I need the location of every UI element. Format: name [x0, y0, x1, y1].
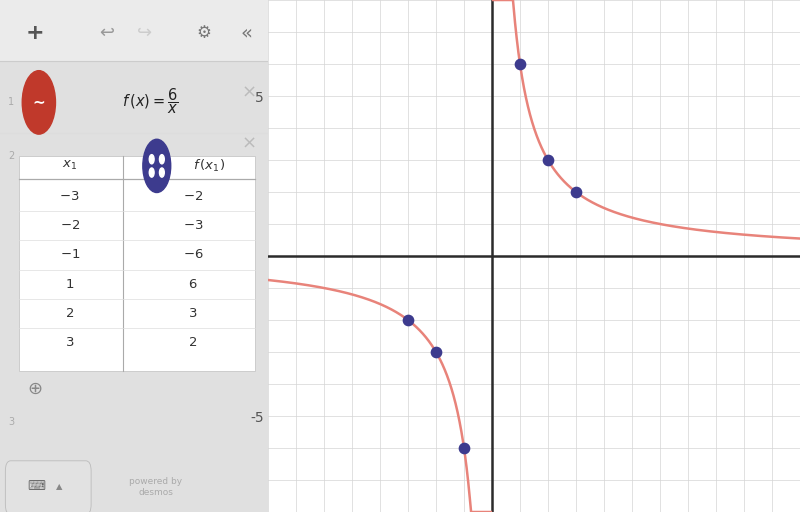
Text: ↪: ↪	[137, 24, 152, 42]
FancyBboxPatch shape	[6, 461, 91, 512]
Point	[514, 60, 526, 68]
Text: $-6$: $-6$	[182, 248, 203, 262]
Text: $2$: $2$	[65, 307, 74, 320]
Text: powered by
desmos: powered by desmos	[129, 477, 182, 497]
Text: «: «	[241, 23, 253, 42]
FancyBboxPatch shape	[0, 0, 268, 61]
Point	[402, 316, 414, 324]
Point	[458, 444, 470, 452]
Text: ⌨: ⌨	[27, 480, 45, 494]
Circle shape	[159, 155, 164, 164]
Point	[430, 348, 442, 356]
FancyBboxPatch shape	[18, 156, 254, 371]
Text: 2: 2	[8, 151, 14, 161]
Text: ⚙: ⚙	[196, 24, 211, 42]
Text: $f\,(x) = \dfrac{6}{x}$: $f\,(x) = \dfrac{6}{x}$	[122, 86, 178, 116]
Text: $3$: $3$	[65, 336, 74, 349]
Text: $-3$: $-3$	[182, 219, 203, 232]
Text: +: +	[26, 23, 44, 43]
Point	[570, 188, 582, 196]
Text: ▲: ▲	[56, 482, 62, 492]
Point	[542, 156, 554, 164]
Text: ⊕: ⊕	[27, 380, 42, 398]
Text: $3$: $3$	[188, 307, 198, 320]
Text: $x_1$: $x_1$	[62, 159, 78, 173]
Circle shape	[150, 155, 154, 164]
Text: $-2$: $-2$	[59, 219, 80, 232]
Text: $-2$: $-2$	[183, 190, 203, 203]
Text: $f\,(x_1)$: $f\,(x_1)$	[193, 158, 225, 174]
Text: 3: 3	[8, 417, 14, 428]
Text: ×: ×	[242, 134, 257, 153]
Text: $-1$: $-1$	[59, 248, 80, 262]
Text: $2$: $2$	[188, 336, 198, 349]
Text: $1$: $1$	[65, 278, 74, 291]
Text: ×: ×	[242, 83, 257, 101]
Circle shape	[150, 168, 154, 177]
Circle shape	[143, 139, 170, 193]
Text: $-3$: $-3$	[59, 190, 80, 203]
Text: $6$: $6$	[188, 278, 198, 291]
Circle shape	[159, 168, 164, 177]
Text: ↩: ↩	[100, 24, 114, 42]
Circle shape	[22, 71, 55, 134]
Text: 1: 1	[8, 97, 14, 108]
Text: ∼: ∼	[33, 95, 46, 110]
